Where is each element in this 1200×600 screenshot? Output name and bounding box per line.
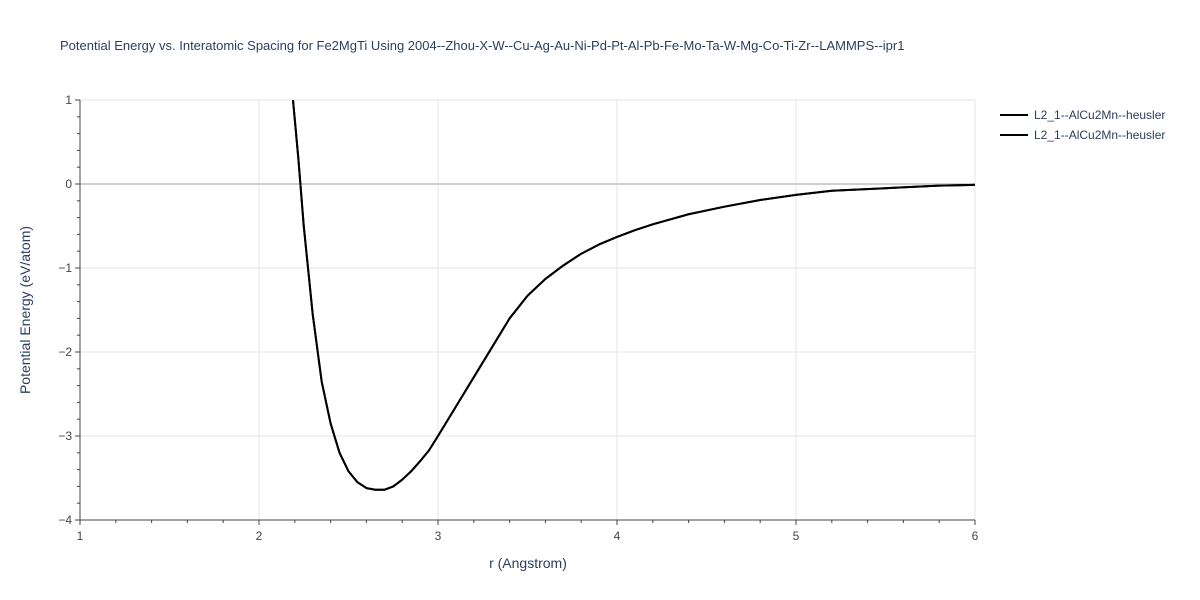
x-tick-label: 4 bbox=[614, 529, 621, 543]
x-tick-label: 6 bbox=[972, 529, 979, 543]
legend: L2_1--AlCu2Mn--heusler L2_1--AlCu2Mn--heu… bbox=[1000, 108, 1165, 142]
y-axis-title: Potential Energy (eV/atom) bbox=[17, 226, 33, 394]
y-tick-label: −3 bbox=[58, 429, 72, 443]
x-axis-title: r (Angstrom) bbox=[489, 555, 567, 571]
y-tick-label: −2 bbox=[58, 345, 72, 359]
axes: 1 2 3 4 5 6 1 0 −1 −2 −3 −4 bbox=[58, 93, 978, 543]
chart-title: Potential Energy vs. Interatomic Spacing… bbox=[60, 38, 904, 53]
legend-label[interactable]: L2_1--AlCu2Mn--heusler bbox=[1034, 108, 1165, 122]
grid bbox=[80, 99, 976, 520]
y-tick-label: 1 bbox=[65, 93, 72, 107]
x-tick-label: 3 bbox=[435, 529, 442, 543]
plot-area bbox=[292, 100, 975, 491]
x-tick-label: 1 bbox=[77, 529, 84, 543]
x-tick-label: 5 bbox=[793, 529, 800, 543]
series-line-2 bbox=[292, 100, 975, 491]
y-tick-label: −4 bbox=[58, 513, 72, 527]
y-tick-label: −1 bbox=[58, 261, 72, 275]
series-line-1 bbox=[292, 100, 975, 491]
y-tick-label: 0 bbox=[65, 177, 72, 191]
x-tick-label: 2 bbox=[256, 529, 263, 543]
legend-label[interactable]: L2_1--AlCu2Mn--heusler bbox=[1034, 128, 1165, 142]
